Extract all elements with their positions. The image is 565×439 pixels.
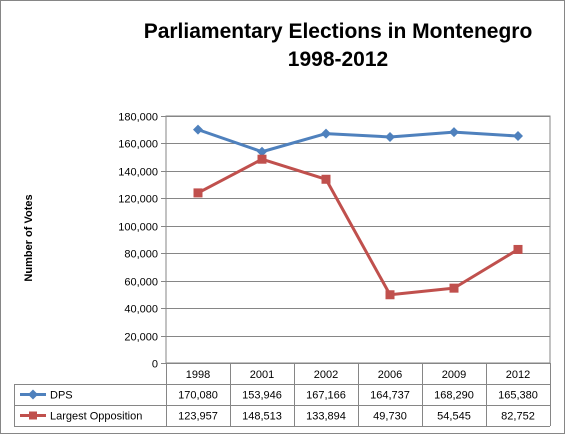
legend-marker [29,411,37,420]
x-tick-label: 2009 [442,369,466,381]
chart-subtitle: 1998-2012 [288,48,388,71]
x-tick-label: 2002 [314,369,338,381]
y-tick-label: 180,000 [118,112,158,124]
data-point [449,283,459,293]
data-point [193,188,203,198]
y-tick-label: 60,000 [124,277,158,289]
data-point [513,244,523,254]
data-table-cell: 153,946 [242,390,282,402]
y-tick-label: 140,000 [118,167,158,179]
legend-entry: DPS [50,390,73,402]
data-point [449,127,459,138]
data-table-cell: 49,730 [373,411,407,423]
y-tick-label: 40,000 [124,304,158,316]
data-point [385,290,395,300]
data-point [513,131,523,142]
data-table-cell: 164,737 [370,390,410,402]
series-line [197,157,519,297]
data-point [385,131,395,142]
data-table-cell: 133,894 [306,411,346,423]
y-tick-label: 160,000 [118,139,158,151]
legend-marker [28,389,38,400]
data-table-cell: 165,380 [498,390,538,402]
data-table-cell: 167,166 [306,390,346,402]
data-table-cell: 168,290 [434,390,474,402]
x-tick-label: 2012 [506,369,530,381]
data-table-cell: 148,513 [242,411,282,423]
y-tick-label: 20,000 [124,332,158,344]
data-point [321,128,331,139]
data-table-cell: 170,080 [178,390,218,402]
legend-entry: Largest Opposition [50,411,142,423]
y-axis-label: Number of Votes [23,194,35,281]
data-point [257,146,267,157]
data-table-cell: 123,957 [178,411,218,423]
chart-title: Parliamentary Elections in Montenegro [144,20,533,43]
y-tick-label: 120,000 [118,194,158,206]
data-table-cell: 54,545 [437,411,471,423]
data-point [321,174,331,184]
data-point [257,154,267,164]
data-table-cell: 82,752 [501,411,535,423]
series-line [197,128,519,154]
y-tick-label: 80,000 [124,249,158,261]
x-tick-label: 1998 [186,369,210,381]
data-point [193,124,203,135]
x-tick-label: 2001 [250,369,274,381]
y-tick-label: 0 [152,359,158,371]
x-tick-label: 2006 [378,369,402,381]
y-tick-label: 100,000 [118,222,158,234]
